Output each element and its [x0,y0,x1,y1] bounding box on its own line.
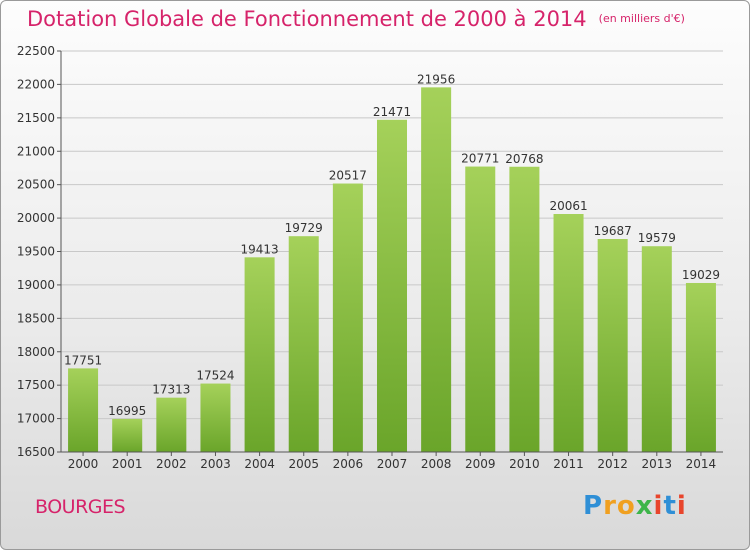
x-tick-label: 2013 [642,457,673,471]
x-tick-label: 2005 [288,457,319,471]
bar-value-label: 17751 [64,353,102,367]
x-tick-label: 2009 [465,457,496,471]
bar-value-label: 20517 [329,169,367,183]
bar-value-label: 19687 [594,224,632,238]
bar [68,368,99,452]
y-tick-label: 18500 [17,311,55,325]
chart-title-text: Dotation Globale de Fonctionnement de 20… [27,7,587,31]
y-tick-label: 18000 [17,345,55,359]
x-tick-label: 2004 [244,457,275,471]
y-tick-label: 20500 [17,178,55,192]
y-tick-label: 19000 [17,278,55,292]
x-tick-label: 2008 [421,457,452,471]
bar-value-label: 20768 [505,152,543,166]
bar-value-label: 20771 [461,152,499,166]
bar [112,418,143,452]
bar [244,257,275,452]
bar-value-label: 20061 [549,199,587,213]
x-tick-label: 2010 [509,457,540,471]
y-tick-label: 17000 [17,412,55,426]
bar [200,383,231,452]
chart-unit: (en milliers d'€) [598,12,685,25]
y-tick-label: 21000 [17,144,55,158]
bar-value-label: 21471 [373,105,411,119]
x-tick-label: 2006 [333,457,364,471]
bar [465,166,496,452]
bar [553,214,584,452]
bar-value-label: 21956 [417,72,455,86]
x-tick-label: 2000 [68,457,99,471]
bars: 17751 16995 17313 17524 19413 19729 20517 21471… [64,72,720,453]
y-tick-label: 17500 [17,378,55,392]
y-tick-label: 22000 [17,77,55,91]
x-tick-label: 2001 [112,457,143,471]
bar-value-label: 19729 [285,221,323,235]
bar [332,183,363,452]
y-tick-label: 19500 [17,245,55,259]
bar [156,397,187,452]
proxiti-logo: Proxiti [583,491,687,521]
bar-value-label: 17524 [196,369,234,383]
bar [641,246,672,452]
bar [597,239,628,452]
x-tick-label: 2012 [597,457,628,471]
y-tick-label: 21500 [17,111,55,125]
axes: 16500 17000 17500 18000 18500 19000 19500 20000… [17,44,723,471]
bar [376,119,408,453]
x-tick-label: 2002 [156,457,187,471]
x-tick-label: 2007 [377,457,408,471]
bar-value-label: 16995 [108,404,146,418]
bar-value-label: 19029 [682,268,720,282]
x-tick-label: 2014 [686,457,717,471]
bar [685,282,716,452]
bar [288,236,319,452]
chart-title: Dotation Globale de Fonctionnement de 20… [27,7,685,31]
x-tick-label: 2011 [553,457,584,471]
bar [509,166,540,452]
y-tick-label: 16500 [17,445,55,459]
x-tick-label: 2003 [200,457,231,471]
y-tick-label: 20000 [17,211,55,225]
city-name: BOURGES [35,496,126,518]
bar-value-label: 19413 [241,242,279,256]
y-tick-label: 22500 [17,44,55,58]
bar-value-label: 19579 [638,231,676,245]
bar-value-label: 17313 [152,383,190,397]
bar [421,87,452,452]
